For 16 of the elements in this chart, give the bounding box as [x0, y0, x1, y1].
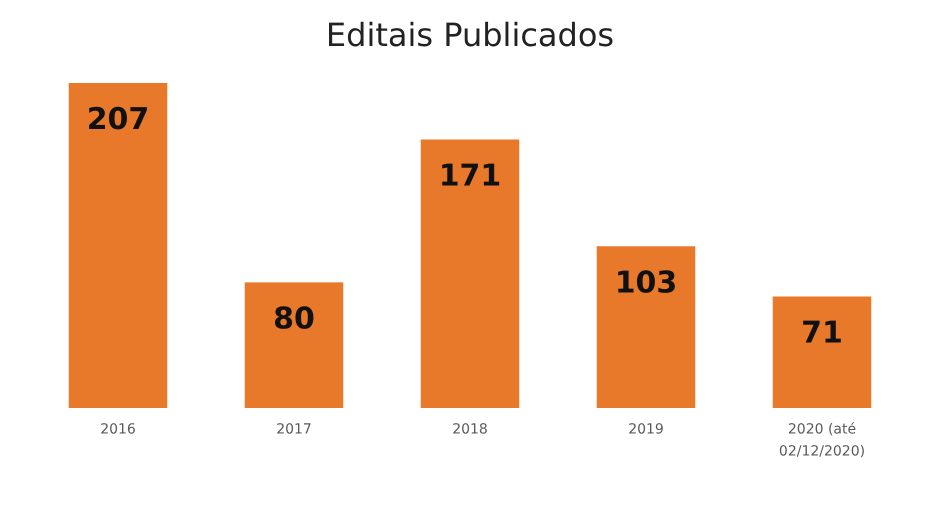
bar [68, 83, 168, 408]
x-tick-label: 2019 [628, 422, 664, 438]
x-tick-label: 2016 [100, 422, 136, 438]
x-tick-label: 2018 [452, 422, 488, 438]
data-label: 171 [438, 158, 502, 194]
bar [772, 296, 872, 408]
data-label: 103 [614, 265, 678, 300]
x-tick-label: 2017 [276, 422, 312, 438]
chart-title: Editais Publicados [326, 16, 614, 54]
bar [596, 246, 696, 408]
data-label: 80 [273, 301, 315, 336]
bar [420, 140, 520, 408]
data-label: 207 [86, 102, 150, 137]
data-label: 71 [801, 316, 843, 351]
bar [244, 282, 344, 408]
x-tick-label: 2020 (até 02/12/2020) [778, 422, 866, 460]
